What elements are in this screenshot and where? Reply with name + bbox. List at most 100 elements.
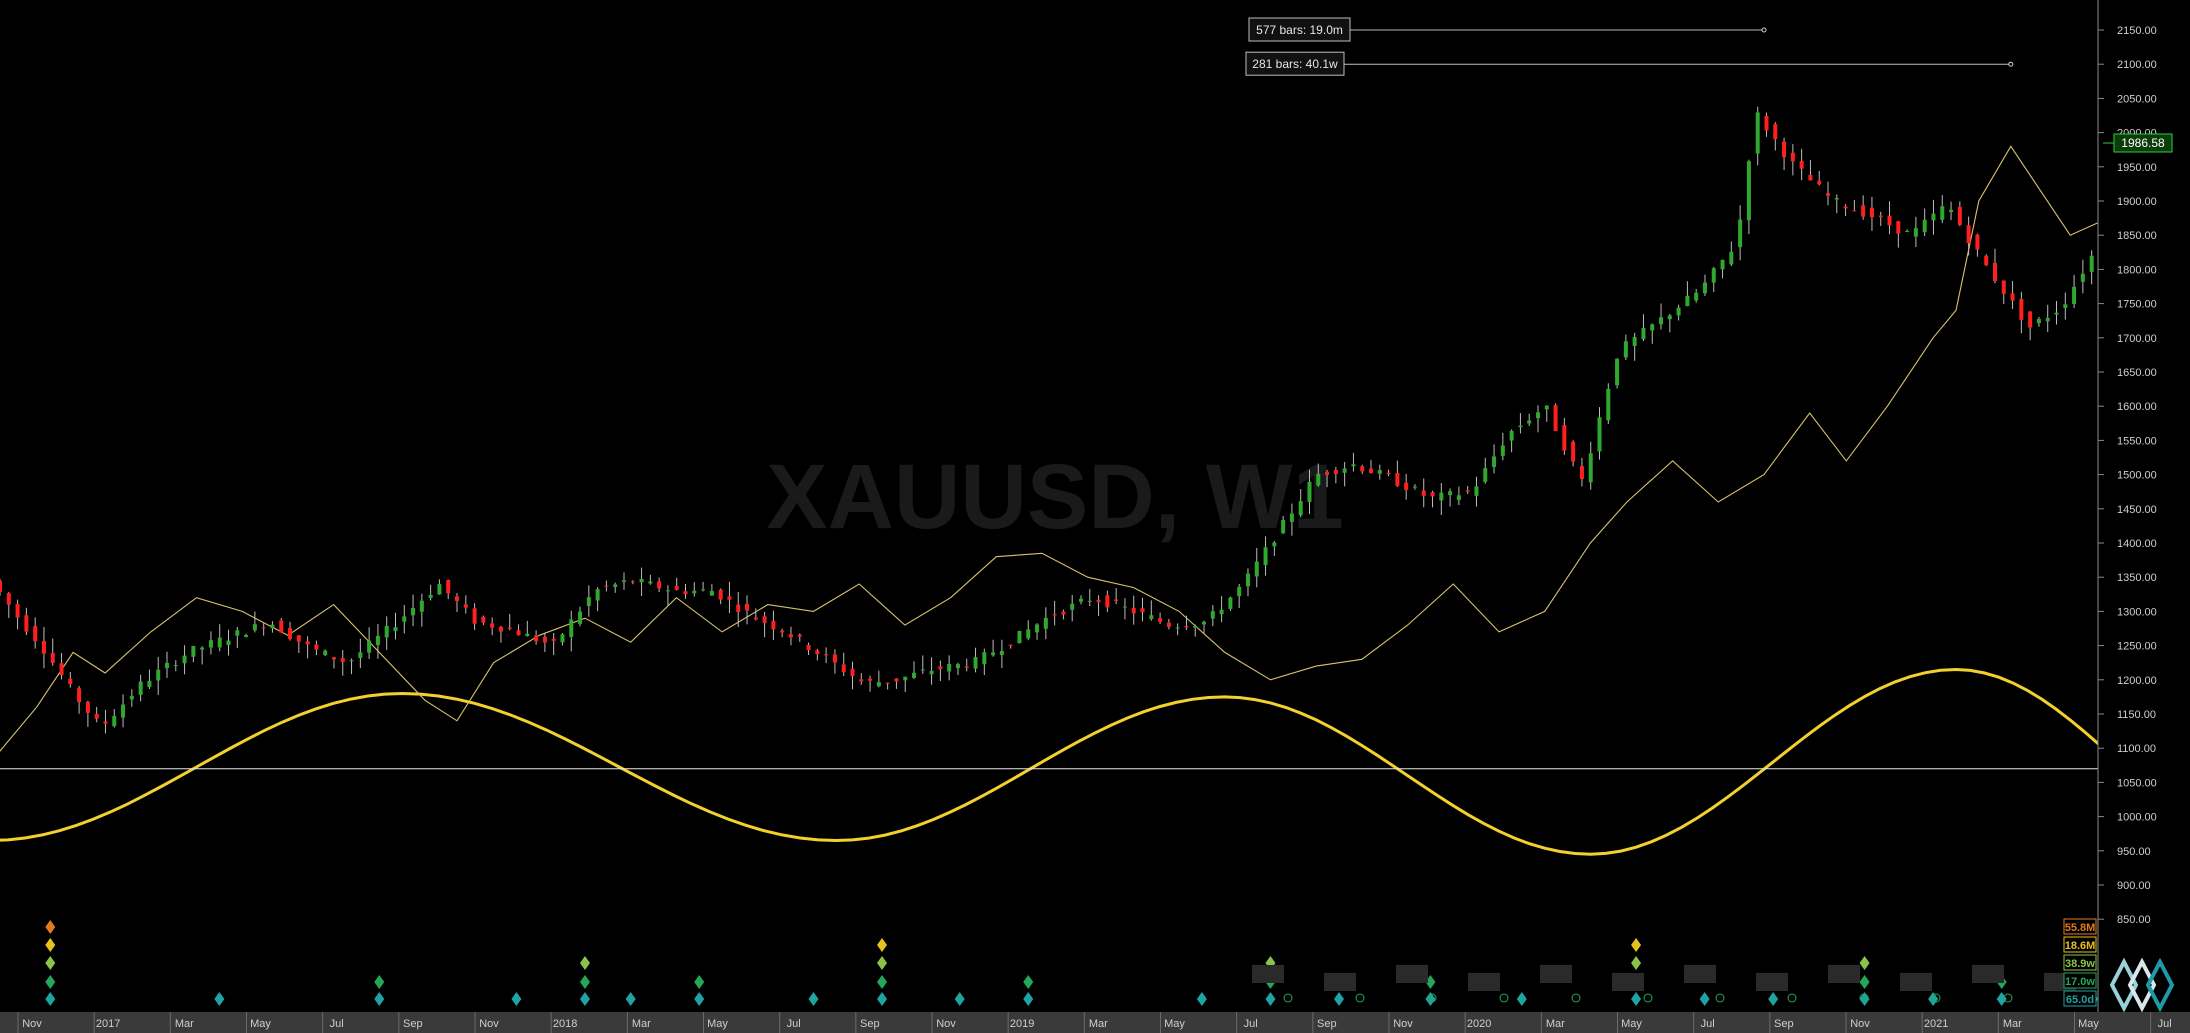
cycle-diamond (45, 956, 56, 970)
cycle-diamond (1023, 992, 1034, 1006)
candle-body (1975, 234, 1980, 250)
price-tick-label: 1500.00 (2117, 470, 2157, 482)
candle-body (1905, 231, 1910, 233)
candle-body (868, 678, 873, 681)
time-tick-label: Nov (1850, 1018, 1870, 1030)
cycle-diamond (511, 992, 522, 1006)
candle-body (1922, 219, 1927, 233)
candle-body (1184, 625, 1189, 628)
candle-body (1509, 430, 1514, 441)
candle-body (1755, 112, 1760, 154)
annotation-box (1248, 17, 1351, 42)
cycle-label-text: 38.9w (2065, 958, 2095, 970)
projection-circle (1283, 993, 1293, 1003)
annotation-box (1245, 51, 1345, 76)
candle-body (876, 682, 881, 687)
candle-body (1474, 486, 1479, 496)
candle-body (428, 594, 433, 598)
candle-body (1166, 622, 1171, 627)
annotations-layer: 577 bars: 19.0m 281 bars: 40.1w (1245, 17, 2014, 76)
time-tick-label: Mar (2003, 1018, 2022, 1030)
cycle-label-box (2063, 990, 2097, 1007)
projection-circle (1499, 993, 1509, 1003)
candle-body (1527, 420, 1532, 424)
candle-body (1782, 141, 1787, 158)
cycle-diamond (1768, 992, 1779, 1006)
candle-body (648, 581, 653, 584)
candle-body (455, 596, 460, 601)
projection-box (1900, 973, 1932, 991)
projection-circle (1643, 993, 1653, 1003)
cycle-diamond (877, 975, 888, 989)
candle-body (147, 680, 152, 687)
candle-body (1623, 341, 1628, 358)
price-tick-label: 1900.00 (2117, 196, 2157, 208)
candle-body (437, 584, 442, 595)
cycle-diamond (579, 992, 590, 1006)
candle-body (323, 650, 328, 656)
candle-body (1913, 228, 1918, 237)
candle-body (463, 604, 468, 608)
candle-body (982, 652, 987, 665)
candle-body (305, 641, 310, 645)
candle-body (1518, 425, 1523, 428)
price-tick-label: 1100.00 (2117, 743, 2156, 755)
candle-body (850, 668, 855, 677)
candle-body (1720, 259, 1725, 270)
time-tick-label: May (1164, 1018, 1185, 1030)
candle-body (1008, 644, 1013, 646)
candle-body (1500, 445, 1505, 456)
cycle-diamond (1631, 938, 1642, 952)
time-tick-label: May (707, 1018, 728, 1030)
candle-body (1026, 629, 1031, 639)
candle-body (1571, 441, 1576, 462)
cycle-diamond (694, 992, 705, 1006)
candle-body (1852, 210, 1857, 212)
candle-body (2036, 319, 2041, 324)
candle-body (1553, 405, 1558, 431)
candle-body (569, 619, 574, 637)
time-tick-label: May (1621, 1018, 1642, 1030)
candle-body (1606, 388, 1611, 421)
time-tick-label: May (2078, 1018, 2099, 1030)
candle-body (1395, 473, 1400, 486)
candle-body (384, 625, 389, 638)
price-tick-label: 1200.00 (2117, 675, 2157, 687)
candle-body (1544, 405, 1549, 410)
time-tick-label: Sep (860, 1018, 880, 1030)
candle-body (1896, 221, 1901, 234)
candle-body (613, 584, 618, 587)
cycle-diamond (1996, 992, 2007, 1006)
time-tick-label: 2018 (553, 1018, 577, 1030)
candle-body (156, 669, 161, 681)
price-axis: 850.00 900.00 950.00 1000.00 1050.00 1100.00 1… (2098, 25, 2157, 926)
candle-body (824, 654, 829, 656)
candle-body (1562, 425, 1567, 451)
projection-box (1252, 965, 1284, 983)
cycle-diamond (1859, 975, 1870, 989)
candle-body (516, 630, 521, 636)
candle-body (411, 607, 416, 616)
projection-box (1396, 965, 1428, 983)
price-tick-label: 1800.00 (2117, 264, 2157, 276)
candle-body (1869, 207, 1874, 218)
cycle-label-text: 55.8M (2065, 922, 2096, 934)
candle-body (1826, 193, 1831, 196)
candle-body (1245, 573, 1250, 587)
candle-body (1492, 456, 1497, 468)
app-logo (2109, 957, 2175, 1013)
cycle-diamond (579, 975, 590, 989)
time-tick-label: 2019 (1010, 1018, 1034, 1030)
candle-body (331, 657, 336, 660)
candle-body (200, 647, 205, 650)
time-tick-label: 2017 (96, 1018, 120, 1030)
candle-body (138, 681, 143, 695)
price-tick-label: 1750.00 (2117, 299, 2157, 311)
candle-body (692, 590, 697, 594)
candle-body (2019, 299, 2024, 320)
candle-body (999, 650, 1004, 655)
price-tick-label: 1350.00 (2117, 572, 2157, 584)
candle-body (665, 590, 670, 592)
price-tick-label: 1300.00 (2117, 606, 2157, 618)
